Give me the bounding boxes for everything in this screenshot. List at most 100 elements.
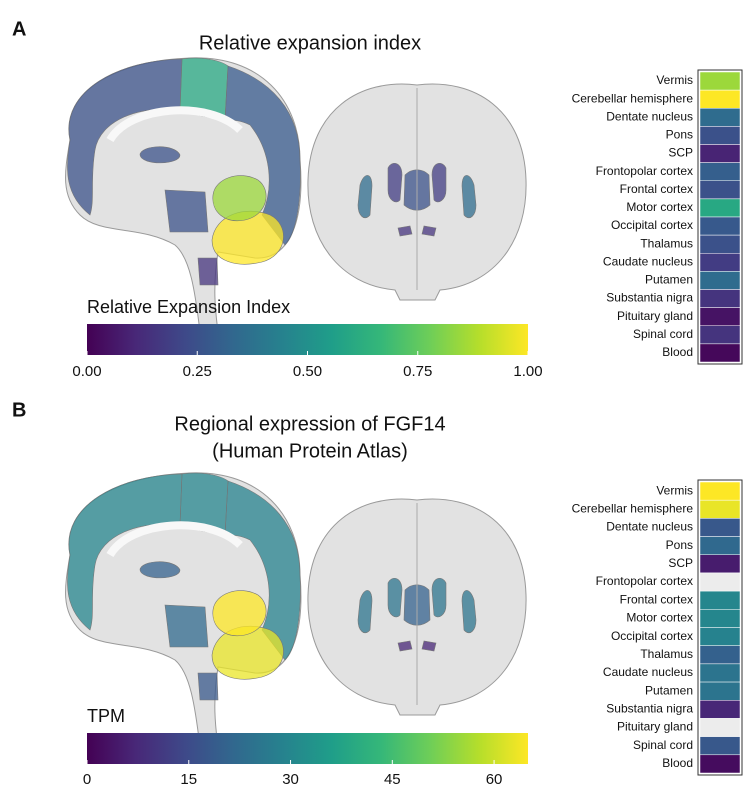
row-label: Blood [662,345,693,359]
heatmap-cell [699,126,741,145]
heatmap-cell [699,271,741,290]
row-label: Vermis [656,483,693,497]
colorbar [87,733,528,764]
heatmap-cell [699,645,741,665]
tick-label: 0.25 [183,363,212,380]
brain-region [431,162,447,203]
brain-region [224,480,301,661]
heatmap-cell [699,307,741,326]
brain-region [139,146,181,164]
brain-region [197,672,219,701]
heatmap-cell [699,198,741,218]
corpus-callosum [106,521,243,558]
heatmap-cell [699,609,741,628]
heatmap-cell [699,325,741,345]
heatmap-cell [699,554,741,574]
brain-region [139,561,181,579]
heatmap-cell [699,590,741,610]
brain-region [397,640,413,652]
tick-label: 15 [180,771,197,788]
row-label: Motor cortex [626,200,693,214]
heatmap-cell [699,162,741,181]
panel-title: (Human Protein Atlas) [212,440,408,462]
heatmap-frame [697,69,743,365]
heatmap-cell [699,144,741,163]
row-label: Substantia nigra [606,702,693,716]
brain-region [164,604,209,648]
tick-label: 0.50 [293,363,322,380]
brain-illustration [65,57,527,333]
brain-region [387,577,403,618]
row-label: Pons [666,538,693,552]
heatmap-cell [699,518,741,537]
heatmap-cell [699,253,741,272]
colorbar-title: Relative Expansion Index [87,297,290,317]
tick-label: 60 [486,771,503,788]
brain-region [197,257,219,286]
heatmap-cell [699,663,741,683]
panel-title: Relative expansion index [199,32,421,54]
tick-label: 30 [282,771,299,788]
heatmap-cell [699,681,741,701]
heatmap-cell [699,499,741,519]
brain-region [421,225,437,237]
row-label: Cerebellar hemisphere [572,501,694,515]
brain-region [164,189,209,233]
tick-label: 0.00 [72,363,101,380]
brain-region [357,590,373,634]
row-label: Thalamus [640,647,693,661]
row-label: Dentate nucleus [606,109,693,123]
heatmap-cell [699,627,741,646]
heatmap-frame [697,479,743,776]
row-label: Putamen [645,273,693,287]
tick-label: 0.75 [403,363,432,380]
brain-region [387,162,403,203]
row-label: SCP [668,146,693,160]
colorbar [87,324,528,355]
row-label: Caudate nucleus [603,254,693,268]
row-label: Putamen [645,683,693,697]
brain-region [461,175,477,219]
heatmap-cell [699,481,741,501]
row-label: Cerebellar hemisphere [572,91,694,105]
row-label: SCP [668,556,693,570]
brain-region [212,590,267,637]
tick-label: 45 [384,771,401,788]
heatmap-cell [699,180,741,200]
row-label: Spinal cord [633,327,693,341]
heatmap-cell [699,572,741,592]
row-label: Pons [666,128,693,142]
corpus-callosum [106,106,243,143]
brain-illustration [65,472,527,748]
row-label: Spinal cord [633,738,693,752]
panel-label: A [12,18,26,40]
row-label: Frontopolar cortex [596,164,693,178]
colorbar-title: TPM [87,706,125,726]
brain-region [397,225,413,237]
heatmap-cell [699,754,741,774]
row-label: Motor cortex [626,611,693,625]
brain-region [461,590,477,634]
heatmap-cell [699,718,741,737]
row-label: Pituitary gland [617,309,693,323]
heatmap-cell [699,700,741,719]
tick-label: 1.00 [513,363,542,380]
brain-region [224,65,301,246]
row-label: Caudate nucleus [603,665,693,679]
row-label: Occipital cortex [611,218,693,232]
tick-label: 0 [83,771,91,788]
brain-region [421,640,437,652]
row-label: Vermis [656,73,693,87]
brain-region [212,175,267,222]
row-label: Frontopolar cortex [596,574,693,588]
heatmap-cell [699,216,741,236]
heatmap-cell [699,536,741,555]
row-label: Substantia nigra [606,291,693,305]
heatmap-cell [699,736,741,756]
brain-region [431,577,447,618]
panel-label: B [12,399,26,421]
heatmap-cell [699,71,741,91]
heatmap-cell [699,234,741,254]
row-label: Pituitary gland [617,720,693,734]
